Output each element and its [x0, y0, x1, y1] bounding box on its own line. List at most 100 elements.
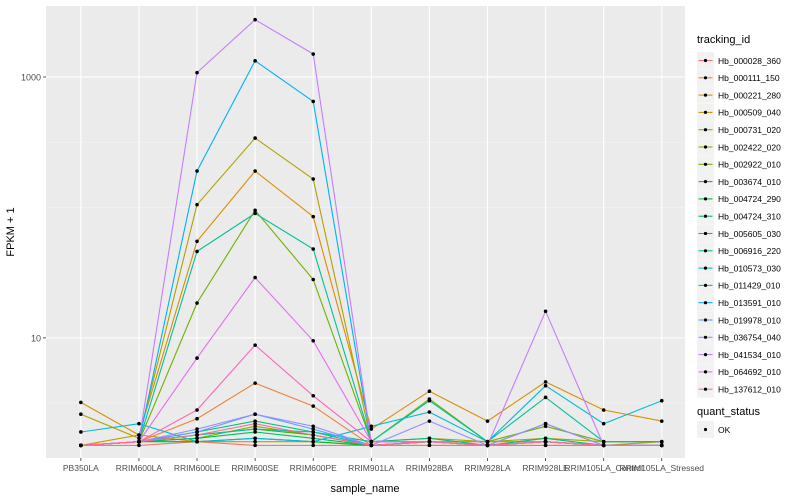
- data-point: [195, 202, 199, 207]
- data-point: [253, 275, 257, 280]
- data-point: [311, 424, 316, 429]
- data-point: [311, 427, 316, 431]
- data-point: [253, 443, 257, 448]
- data-point: [543, 443, 548, 448]
- data-point: [311, 443, 316, 448]
- legend-key-point: [703, 197, 708, 201]
- legend-item-label: Hb_000221_280: [718, 90, 781, 100]
- data-point: [369, 424, 374, 429]
- legend-item-label: Hb_002922_010: [718, 160, 781, 170]
- legend-item-label: Hb_019978_010: [718, 315, 781, 325]
- x-tick-label: RRIM105LA_Stressed: [619, 463, 704, 473]
- data-point: [253, 17, 257, 22]
- data-point: [137, 443, 141, 448]
- data-point: [311, 433, 316, 437]
- shape-legend-title: quant_status: [697, 406, 760, 418]
- data-point: [79, 430, 83, 434]
- data-point: [195, 249, 199, 254]
- legend-key-point: [703, 128, 708, 132]
- x-tick-label: RRIM600PE: [290, 463, 338, 473]
- legend-item-label: Hb_004724_310: [718, 212, 781, 222]
- data-point: [253, 427, 257, 431]
- data-point: [79, 412, 83, 416]
- data-point: [369, 443, 374, 448]
- data-point: [195, 356, 199, 360]
- data-point: [311, 338, 316, 343]
- y-axis: 1000 10: [21, 72, 46, 343]
- plot-panel: [46, 6, 685, 458]
- data-point: [427, 389, 432, 394]
- data-point: [311, 247, 316, 251]
- data-point: [427, 410, 432, 414]
- legend-item-label: Hb_064692_010: [718, 367, 781, 377]
- legend-item-label: Hb_036754_040: [718, 333, 781, 343]
- data-point: [195, 416, 199, 421]
- data-point: [369, 439, 374, 444]
- legend-item-label: Hb_137612_010: [718, 385, 781, 395]
- y-tick-label: 1000: [21, 72, 41, 82]
- data-point: [543, 380, 548, 384]
- legend-key-point: [703, 318, 708, 322]
- data-point: [137, 421, 141, 426]
- data-point: [195, 430, 199, 434]
- legend-key-point: [703, 231, 708, 236]
- shape-legend-key-point: [703, 427, 708, 432]
- legend-key-point: [703, 93, 708, 97]
- data-point: [311, 177, 316, 181]
- data-point: [195, 169, 199, 173]
- legend-item-label: Hb_000111_150: [718, 73, 780, 83]
- data-point: [253, 59, 257, 63]
- legend-key-point: [703, 283, 708, 287]
- legend-key-point: [703, 214, 708, 218]
- data-point: [253, 421, 257, 426]
- data-point: [195, 408, 199, 412]
- legend-key-point: [703, 249, 708, 253]
- legend-key-point: [703, 266, 708, 270]
- data-point: [543, 436, 548, 441]
- series-points: [79, 17, 664, 448]
- data-point: [427, 419, 432, 423]
- data-point: [543, 424, 548, 429]
- data-point: [253, 436, 257, 441]
- data-point: [195, 301, 199, 305]
- data-point: [253, 412, 257, 416]
- legend-key-point: [703, 387, 708, 391]
- legend-key-point: [703, 145, 708, 149]
- data-point: [369, 427, 374, 431]
- data-point: [253, 381, 257, 385]
- data-point: [601, 443, 606, 448]
- data-point: [137, 433, 141, 437]
- legend-key-point: [703, 353, 708, 357]
- data-point: [485, 443, 490, 448]
- legend: tracking_id Hb_000028_360Hb_000111_150Hb…: [697, 34, 781, 438]
- data-point: [659, 398, 664, 403]
- x-tick-label: RRIM901LA: [348, 463, 395, 473]
- x-tick-label: RRIM105LA_Control: [564, 463, 643, 473]
- data-point: [137, 436, 141, 441]
- data-point: [485, 419, 490, 423]
- data-point: [543, 383, 548, 388]
- legend-item-label: Hb_013591_010: [718, 298, 781, 308]
- legend-key-point: [703, 110, 708, 114]
- data-point: [253, 419, 257, 423]
- data-point: [311, 430, 316, 434]
- data-point: [427, 439, 432, 444]
- legend-key-point: [703, 301, 708, 305]
- x-axis: PB350LA RRIM600LA RRIM600LE RRIM600SE RRIM60…: [63, 458, 704, 473]
- x-tick-label: RRIM928LE: [522, 463, 569, 473]
- legend-item-label: Hb_010573_030: [718, 263, 781, 273]
- legend-key-point: [703, 370, 708, 374]
- data-point: [195, 239, 199, 244]
- legend-item-label: Hb_000731_020: [718, 125, 781, 135]
- legend-item-label: Hb_041534_010: [718, 350, 781, 360]
- data-point: [253, 136, 257, 140]
- legend-item-label: Hb_000028_360: [718, 56, 781, 66]
- data-point: [311, 439, 316, 444]
- data-point: [79, 443, 83, 448]
- legend-key-point: [703, 180, 708, 184]
- data-point: [311, 99, 316, 104]
- data-point: [543, 309, 548, 314]
- legend-item-label: Hb_011429_010: [718, 281, 781, 291]
- data-point: [253, 208, 257, 213]
- y-axis-title: FPKM + 1: [5, 207, 17, 256]
